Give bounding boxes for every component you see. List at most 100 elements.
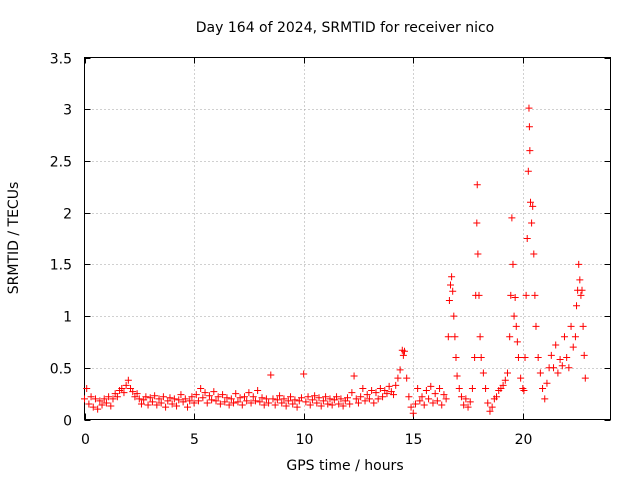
x-tick-label: 0: [81, 432, 90, 448]
data-point: [484, 399, 492, 407]
data-point: [260, 401, 268, 409]
data-point: [333, 393, 341, 401]
data-point: [89, 403, 97, 411]
data-point: [420, 401, 428, 409]
x-tick-label: 20: [515, 432, 533, 448]
data-point: [162, 403, 170, 411]
data-point: [403, 374, 411, 382]
data-point: [560, 333, 568, 341]
data-points: [81, 104, 589, 417]
data-point: [567, 322, 575, 330]
data-point: [550, 364, 558, 372]
data-point: [414, 384, 422, 392]
data-point: [256, 398, 264, 406]
data-point: [197, 384, 205, 392]
data-point: [436, 384, 444, 392]
data-point: [168, 400, 176, 408]
data-point: [129, 388, 137, 396]
data-point: [466, 398, 474, 406]
data-point: [91, 395, 99, 403]
data-point: [578, 286, 586, 294]
data-point: [523, 235, 531, 242]
data-point: [468, 384, 476, 392]
data-point: [409, 409, 417, 417]
chart-title: Day 164 of 2024, SRMTID for receiver nic…: [196, 20, 494, 36]
data-point: [508, 214, 516, 222]
data-point: [216, 400, 224, 408]
data-point: [536, 369, 544, 377]
data-point: [517, 374, 525, 382]
data-point: [411, 400, 419, 408]
data-point: [541, 395, 549, 403]
data-point: [245, 389, 253, 397]
data-point: [304, 393, 312, 401]
data-point: [306, 401, 314, 409]
data-point: [363, 391, 371, 399]
data-point: [267, 371, 275, 379]
data-point: [107, 402, 115, 410]
data-point: [431, 390, 439, 398]
data-point: [418, 393, 426, 401]
y-tick-labels: 0 0.5 1 1.5 2 2.5 3 3.5: [50, 52, 72, 430]
data-point: [359, 384, 367, 392]
data-point: [452, 353, 460, 361]
data-point: [144, 401, 152, 409]
y-tick-label: 1.5: [50, 258, 72, 274]
data-point: [407, 403, 415, 411]
data-point: [365, 395, 373, 403]
axis-ticks: [84, 57, 611, 421]
data-point: [155, 395, 163, 403]
data-point: [530, 250, 538, 258]
x-tick-label: 10: [296, 432, 314, 448]
data-point: [208, 396, 216, 404]
data-point: [405, 393, 413, 401]
data-point: [81, 395, 88, 403]
y-tick-label: 3.5: [50, 52, 72, 68]
data-point: [473, 219, 481, 227]
data-point: [98, 401, 106, 409]
data-point: [201, 389, 209, 397]
data-point: [300, 370, 308, 378]
data-point: [524, 167, 532, 175]
data-point: [337, 395, 345, 403]
data-point: [528, 219, 536, 227]
data-point: [532, 322, 540, 330]
data-point: [350, 372, 358, 380]
data-point: [579, 322, 587, 330]
data-point: [230, 399, 238, 407]
data-point: [265, 399, 273, 407]
data-point: [575, 260, 583, 268]
data-point: [445, 297, 453, 305]
data-point: [511, 293, 519, 301]
data-point: [416, 397, 424, 405]
data-point: [534, 353, 542, 361]
y-tick-label: 2: [63, 207, 72, 223]
data-point: [315, 394, 323, 402]
data-point: [354, 399, 362, 407]
data-point: [322, 393, 330, 401]
data-point: [368, 387, 376, 395]
data-point: [146, 394, 154, 402]
data-point: [521, 353, 529, 361]
data-point: [573, 302, 581, 310]
data-point: [473, 181, 481, 189]
data-point: [262, 395, 270, 403]
data-point: [282, 402, 290, 410]
data-point: [184, 403, 192, 411]
data-point: [284, 397, 292, 405]
data-point: [438, 401, 446, 409]
data-point: [525, 104, 533, 112]
y-tick-label: 0.5: [50, 362, 72, 378]
data-point: [258, 394, 266, 402]
data-point: [488, 403, 496, 411]
data-point: [563, 353, 571, 361]
data-point: [278, 399, 286, 407]
data-point: [451, 333, 459, 341]
data-point: [287, 393, 295, 401]
data-point: [313, 399, 321, 407]
data-point: [552, 341, 560, 349]
data-point: [547, 351, 555, 359]
x-axis-label: GPS time / hours: [286, 458, 403, 474]
data-point: [357, 393, 365, 401]
data-point: [137, 400, 145, 408]
